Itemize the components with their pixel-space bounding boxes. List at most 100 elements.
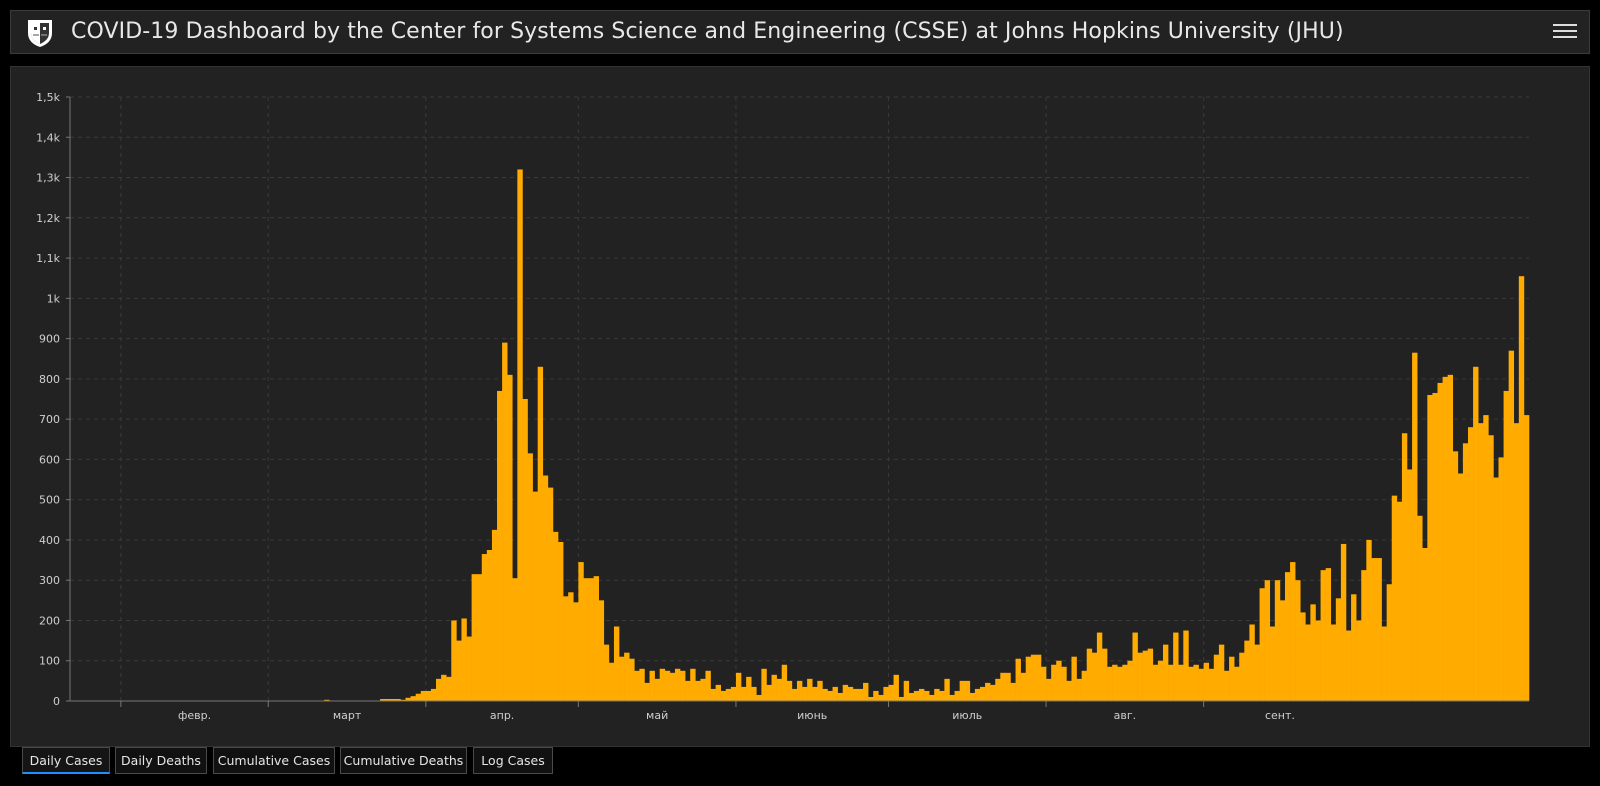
bar[interactable] [486, 550, 493, 701]
bar[interactable] [924, 690, 930, 701]
bar[interactable] [842, 684, 849, 701]
bar[interactable] [1051, 664, 1057, 701]
bar[interactable] [1173, 632, 1179, 701]
bar[interactable] [664, 670, 671, 701]
bar[interactable] [741, 686, 747, 701]
bar[interactable] [1005, 672, 1011, 701]
bar[interactable] [1086, 648, 1093, 701]
bar[interactable] [1422, 547, 1428, 701]
bar[interactable] [690, 668, 696, 701]
bar[interactable] [1229, 656, 1235, 701]
bar[interactable] [613, 626, 620, 701]
bar[interactable] [588, 578, 594, 701]
bar[interactable] [1162, 644, 1169, 701]
bar[interactable] [1015, 658, 1021, 701]
bar[interactable] [649, 670, 655, 701]
bar[interactable] [913, 690, 920, 701]
bar[interactable] [929, 694, 935, 701]
bar[interactable] [629, 658, 635, 701]
bar[interactable] [598, 600, 605, 701]
bar[interactable] [410, 696, 416, 701]
bar[interactable] [857, 688, 864, 701]
bar[interactable] [552, 531, 559, 701]
bar[interactable] [908, 692, 915, 701]
bar[interactable] [1462, 443, 1469, 701]
bar[interactable] [949, 694, 955, 701]
bar[interactable] [1122, 664, 1128, 701]
bar[interactable] [802, 686, 808, 701]
bar[interactable] [466, 636, 472, 701]
bar[interactable] [746, 676, 752, 701]
bar[interactable] [1020, 672, 1027, 701]
bar[interactable] [1178, 664, 1184, 701]
bar[interactable] [608, 662, 615, 701]
bar[interactable] [1513, 423, 1520, 701]
bar[interactable] [593, 576, 599, 701]
bar[interactable] [1295, 580, 1301, 701]
bar[interactable] [1406, 469, 1413, 701]
bar[interactable] [903, 680, 910, 701]
bar[interactable] [685, 680, 691, 701]
bar[interactable] [1132, 632, 1138, 701]
bar[interactable] [807, 678, 813, 701]
bar[interactable] [1101, 648, 1108, 701]
bar[interactable] [812, 686, 818, 701]
bar[interactable] [1193, 664, 1199, 701]
bar[interactable] [934, 688, 940, 701]
bar[interactable] [944, 678, 950, 701]
bar[interactable] [1452, 451, 1459, 701]
bar[interactable] [1040, 666, 1047, 701]
bar[interactable] [1508, 350, 1515, 701]
bar[interactable] [1234, 666, 1240, 701]
bar[interactable] [471, 574, 477, 701]
bar[interactable] [847, 686, 854, 701]
bar[interactable] [1223, 670, 1230, 701]
bar[interactable] [1340, 543, 1347, 701]
bar[interactable] [969, 692, 976, 701]
bar[interactable] [517, 169, 523, 702]
bar[interactable] [1498, 457, 1504, 701]
bar[interactable] [1345, 630, 1352, 701]
bar[interactable] [405, 697, 411, 701]
bar[interactable] [537, 366, 544, 701]
bar[interactable] [893, 674, 899, 701]
bar[interactable] [522, 399, 528, 701]
bar[interactable] [1249, 624, 1255, 701]
bar[interactable] [1142, 650, 1149, 701]
bar[interactable] [456, 640, 462, 701]
bar[interactable] [624, 652, 630, 701]
bar[interactable] [1025, 656, 1032, 701]
bar[interactable] [898, 696, 905, 701]
bar[interactable] [1279, 600, 1286, 701]
bar[interactable] [527, 453, 533, 701]
bar[interactable] [751, 686, 757, 701]
bar[interactable] [1437, 382, 1443, 701]
bar[interactable] [710, 688, 716, 701]
bar[interactable] [776, 678, 783, 701]
bar[interactable] [715, 684, 722, 701]
bar[interactable] [1259, 588, 1265, 701]
bar[interactable] [1401, 433, 1408, 701]
bar[interactable] [461, 618, 467, 701]
bar[interactable] [1061, 666, 1067, 701]
bar[interactable] [491, 529, 498, 701]
bar[interactable] [1432, 392, 1438, 701]
bar[interactable] [735, 672, 742, 701]
bar[interactable] [695, 680, 701, 701]
bar[interactable] [1183, 630, 1189, 701]
bar[interactable] [979, 686, 986, 701]
bar[interactable] [603, 644, 610, 701]
bar[interactable] [1371, 558, 1377, 701]
bar[interactable] [878, 694, 884, 701]
bar[interactable] [502, 342, 508, 701]
bar[interactable] [563, 596, 569, 701]
bar[interactable] [451, 620, 457, 701]
bar[interactable] [1218, 644, 1225, 701]
bar[interactable] [446, 676, 452, 701]
bar[interactable] [476, 574, 483, 701]
bar[interactable] [761, 668, 767, 701]
bar[interactable] [822, 688, 828, 701]
bar[interactable] [400, 699, 406, 701]
bar[interactable] [1127, 660, 1133, 701]
bar[interactable] [1203, 662, 1210, 701]
